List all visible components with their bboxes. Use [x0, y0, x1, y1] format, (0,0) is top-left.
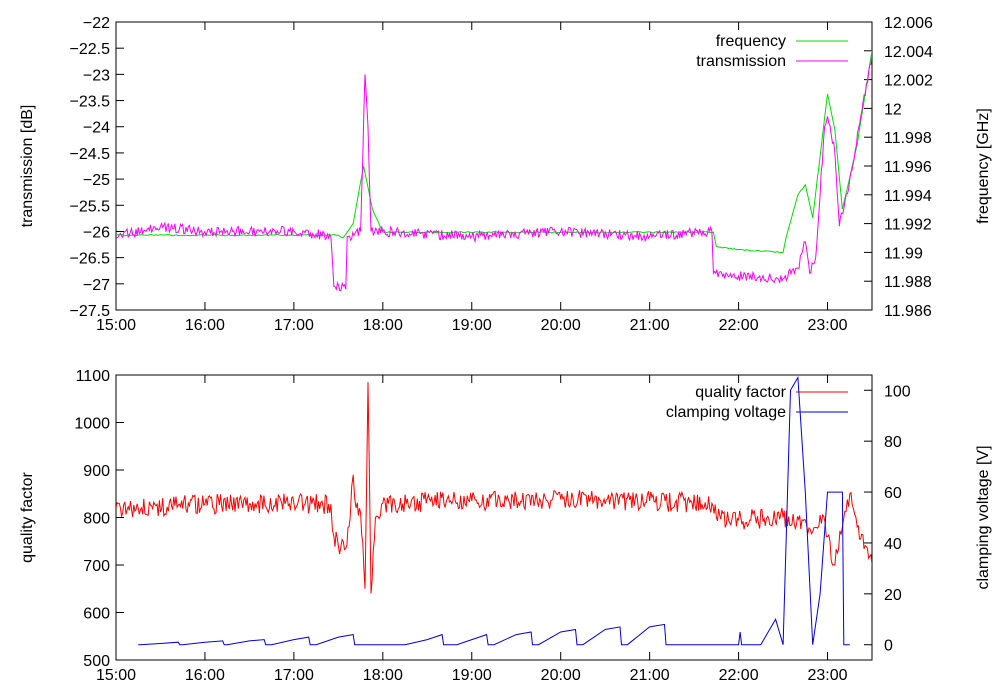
y-tick-label: −27 [83, 277, 110, 294]
y-tick-label: −25 [83, 172, 110, 189]
x-tick-label: 22:00 [719, 667, 759, 684]
quality-factor-clamping-voltage-chart: 15:00 16:00 17:00 18:00 19:00 20:00 21:00 22:00… [19, 368, 992, 684]
y2-tick-label: 11.992 [884, 217, 932, 234]
x-tick-label: 17:00 [274, 667, 314, 684]
transmission-frequency-chart: 15:00 16:00 17:00 18:00 19:00 20:00 21:00 22:00… [19, 15, 992, 334]
y2-tick-label: 0 [884, 638, 893, 655]
y2-tick-label: 12 [884, 101, 902, 118]
x-tick-label: 15:00 [96, 667, 136, 684]
y2-tick-label: 80 [884, 434, 902, 451]
x-tick-label: 18:00 [363, 667, 403, 684]
y2-tick-label: 60 [884, 485, 902, 502]
y-tick-label: 1000 [74, 416, 110, 433]
y-tick-label: 500 [83, 653, 110, 670]
x-tick-label: 16:00 [185, 667, 225, 684]
y-tick-label: 900 [83, 463, 110, 480]
y-tick-label: −24 [83, 120, 110, 137]
y-tick-label: 800 [83, 511, 110, 528]
x-tick-label: 22:00 [719, 317, 759, 334]
y2-tick-label: 11.994 [884, 188, 932, 205]
series-line-transmission [116, 53, 872, 292]
y2-axis-label: frequency [GHz] [975, 108, 992, 224]
y2-tick-label: 11.998 [884, 130, 932, 147]
legend-label-clamping-voltage: clamping voltage [666, 404, 786, 421]
y-tick-label: −26.5 [70, 251, 111, 268]
x-tick-label: 17:00 [274, 317, 314, 334]
x-tick-label: 23:00 [808, 667, 848, 684]
y2-tick-label: 11.99 [884, 245, 923, 262]
x-tick-label: 21:00 [630, 667, 670, 684]
x-tick-label: 20:00 [541, 317, 581, 334]
y2-tick-label: 12.006 [884, 15, 933, 32]
y2-tick-label: 12.004 [884, 44, 933, 61]
y-tick-label: −22.5 [70, 41, 111, 58]
y-axis-label: quality factor [19, 471, 36, 562]
legend-label-frequency: frequency [716, 33, 786, 50]
y2-tick-label: 40 [884, 536, 902, 553]
y-tick-label: −25.5 [70, 198, 111, 215]
y2-tick-label: 100 [884, 383, 911, 400]
y-tick-label: −22 [83, 15, 110, 32]
x-tick-label: 19:00 [452, 317, 492, 334]
x-tick-label: 16:00 [185, 317, 225, 334]
y2-tick-label: 11.996 [884, 159, 932, 176]
y2-tick-label: 11.988 [884, 274, 932, 291]
x-tick-label: 19:00 [452, 667, 492, 684]
y-tick-label: −24.5 [70, 146, 111, 163]
y-tick-label: −23 [83, 67, 110, 84]
y-tick-label: 1100 [76, 368, 111, 385]
y-tick-label: −26 [83, 224, 110, 241]
x-tick-label: 23:00 [808, 317, 848, 334]
legend-label-quality-factor: quality factor [695, 384, 786, 401]
series-line-quality-factor [116, 382, 872, 594]
y-tick-label: 600 [83, 606, 110, 623]
x-tick-label: 15:00 [96, 317, 136, 334]
x-tick-label: 18:00 [363, 317, 403, 334]
y2-tick-label: 20 [884, 587, 902, 604]
y-tick-label: −23.5 [70, 94, 111, 111]
x-tick-label: 20:00 [541, 667, 581, 684]
y2-tick-label: 12.002 [884, 73, 933, 90]
y2-axis-label: clamping voltage [V] [975, 445, 992, 589]
series-line-frequency [116, 50, 872, 254]
y2-tick-label: 11.986 [884, 303, 932, 320]
legend-label-transmission: transmission [696, 53, 786, 70]
y-tick-label: 700 [83, 558, 110, 575]
series-line-clamping-voltage [138, 375, 850, 646]
y-axis-label: transmission [dB] [19, 105, 36, 228]
y-tick-label: −27.5 [70, 303, 111, 320]
x-tick-label: 21:00 [630, 317, 670, 334]
